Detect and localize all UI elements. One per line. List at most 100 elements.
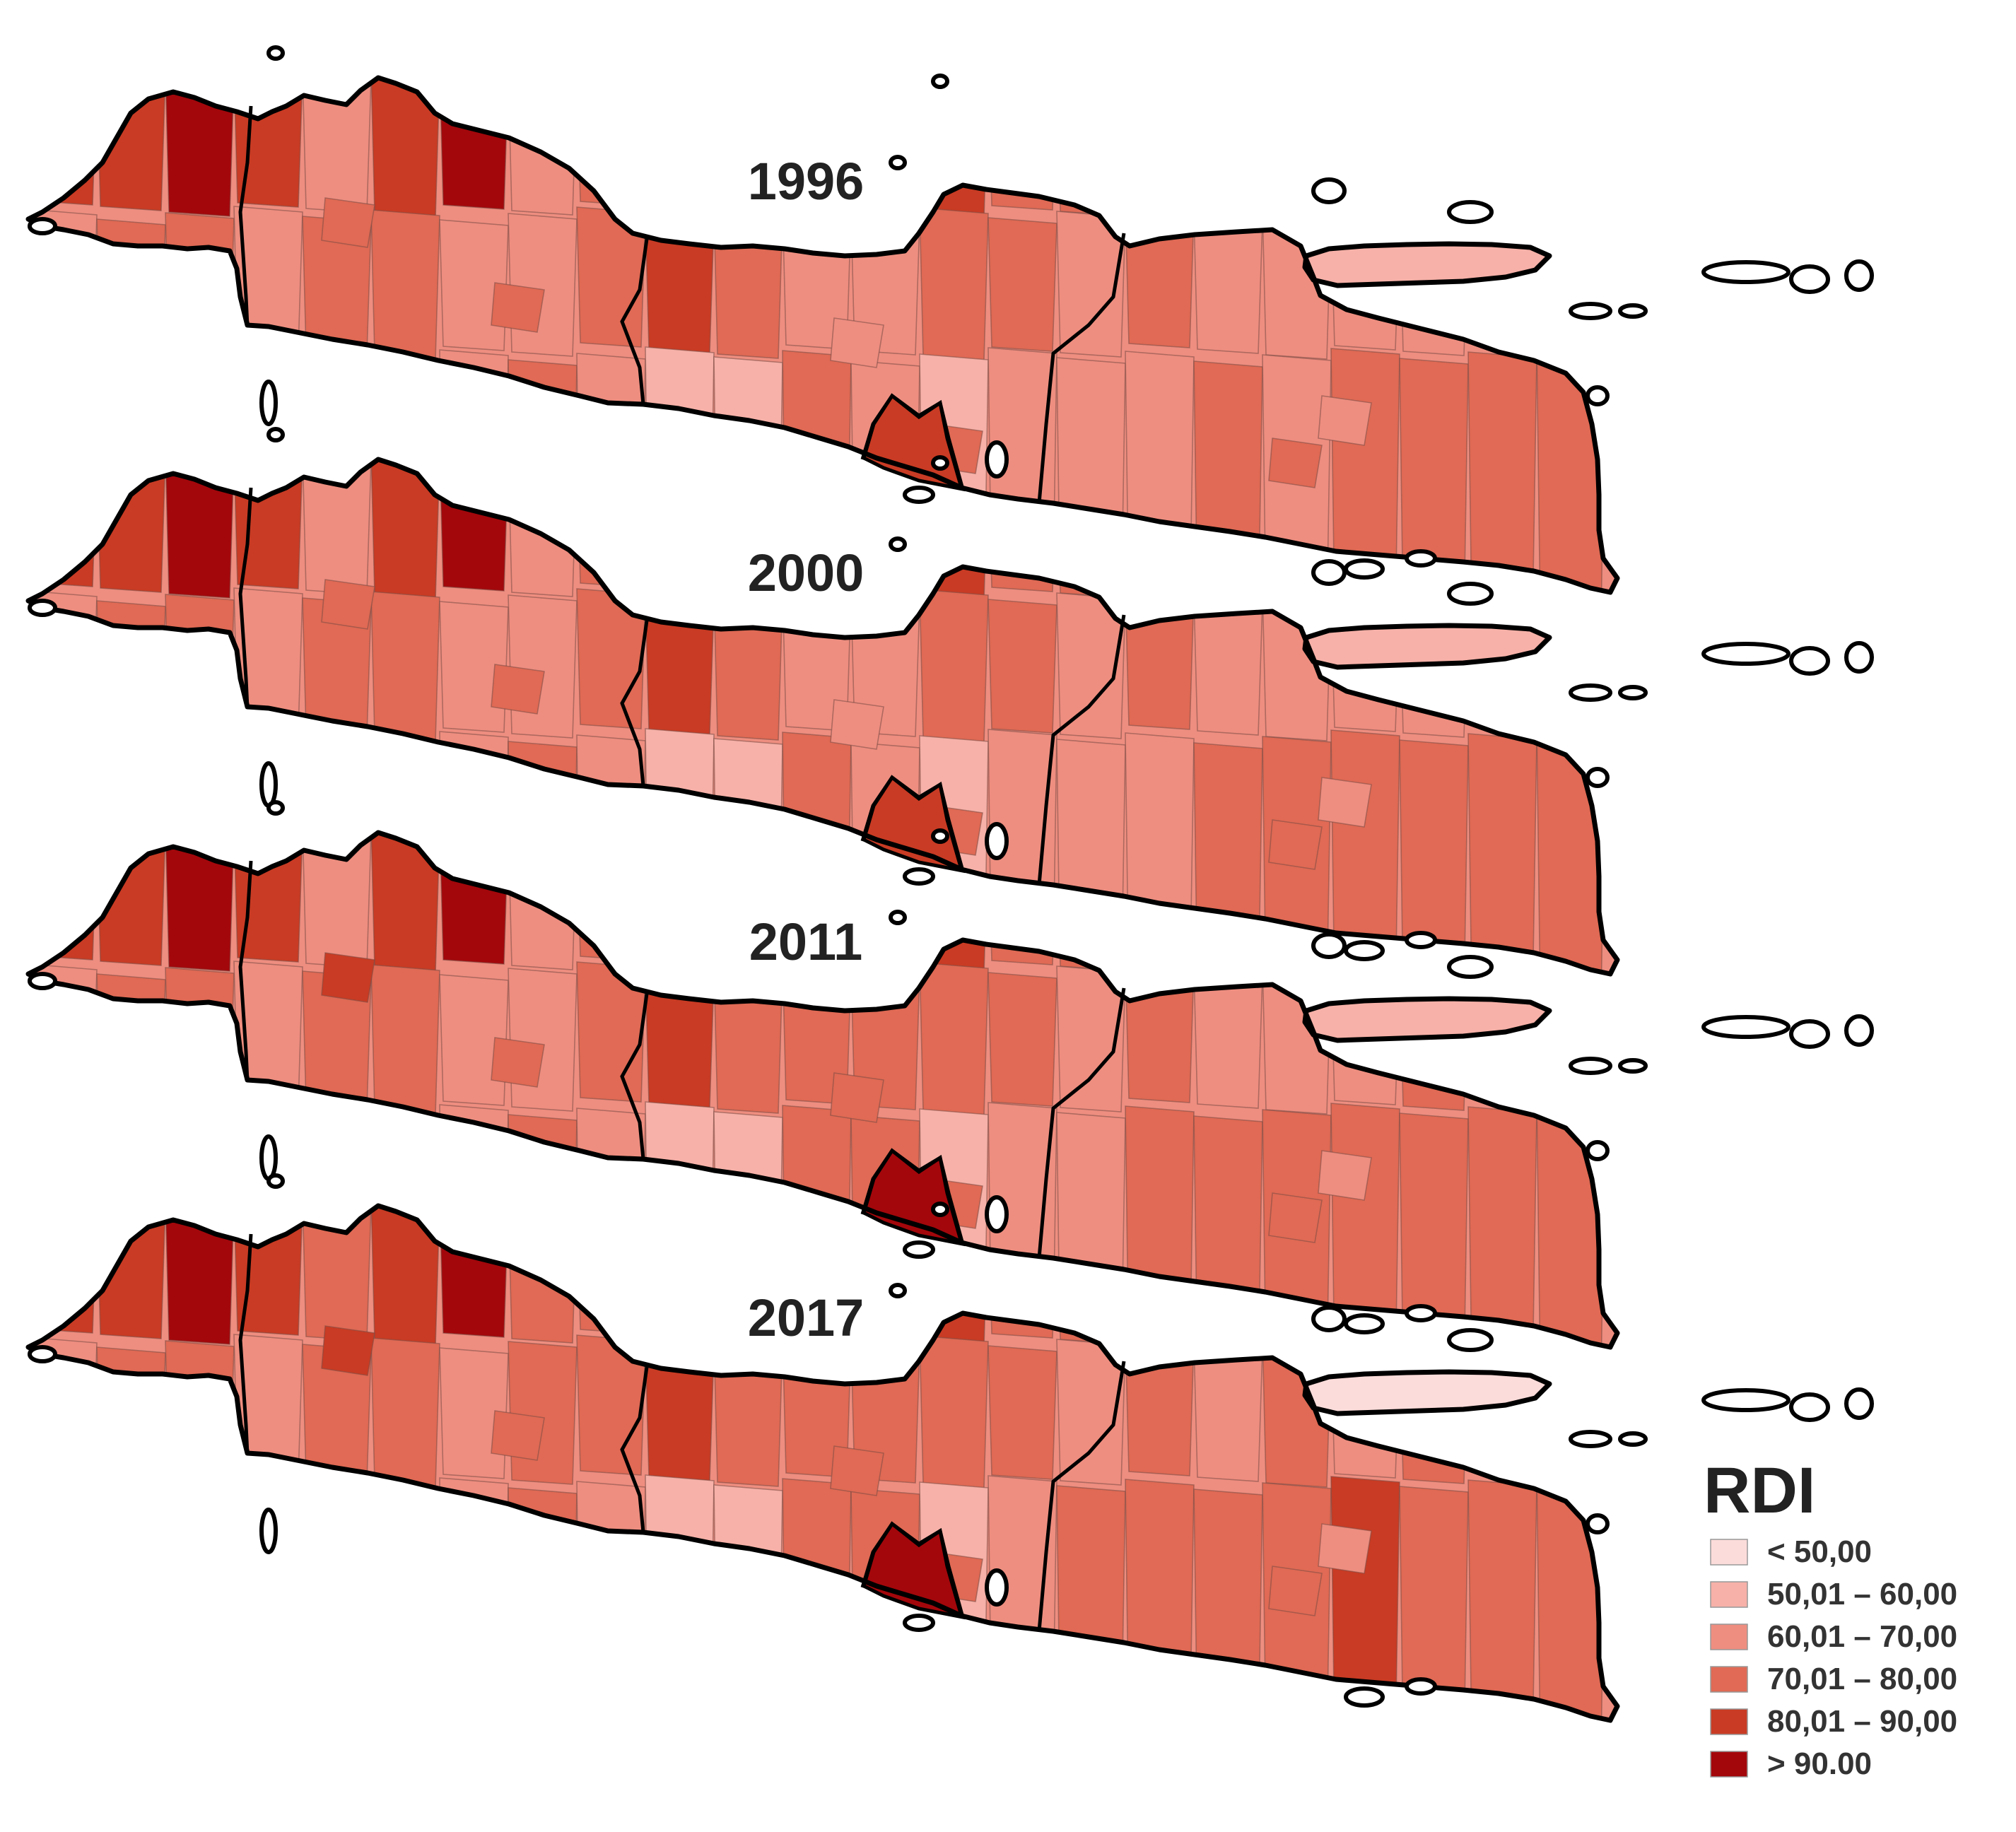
small-island: [1569, 302, 1612, 320]
district-cell: [439, 78, 509, 210]
small-island: [903, 486, 935, 504]
small-island: [1405, 549, 1437, 568]
district-cell: [370, 1206, 440, 1347]
small-island: [1569, 1430, 1612, 1448]
java-coastline: [25, 1203, 1620, 1723]
district-cell: [1268, 1192, 1323, 1243]
small-island: [903, 1240, 935, 1259]
district-cell: [1193, 78, 1263, 213]
small-island: [259, 1508, 278, 1554]
madura-island: [1302, 623, 1552, 670]
district-cell: [321, 1325, 375, 1376]
legend-title: RDI: [1704, 1455, 1815, 1527]
small-island: [1701, 642, 1791, 666]
small-island: [266, 1173, 285, 1189]
district-cell: [1536, 1343, 1606, 1481]
small-island: [1344, 1686, 1385, 1708]
small-island: [1789, 646, 1830, 676]
small-island: [1569, 1057, 1612, 1075]
legend-label: > 90.00: [1767, 1746, 1872, 1781]
small-island: [931, 1202, 949, 1217]
province-boundary: [860, 1521, 963, 1616]
legend-label: 60,01 – 70,00: [1767, 1619, 1957, 1654]
district-cell: [370, 964, 440, 1115]
district-cell: [439, 601, 509, 733]
province-boundary: [238, 860, 253, 1082]
province-boundary: [238, 105, 253, 327]
district-cell: [576, 1334, 646, 1476]
district-cell: [439, 1206, 509, 1338]
small-island: [1405, 1304, 1437, 1322]
small-island: [1447, 200, 1494, 224]
small-island: [28, 599, 57, 617]
district-cell: [302, 1474, 372, 1720]
district-cell: [439, 1347, 509, 1479]
district-cell: [645, 459, 715, 594]
small-island: [985, 1568, 1009, 1607]
small-island: [889, 910, 907, 925]
district-cell: [370, 591, 440, 742]
small-island: [1447, 582, 1494, 606]
province-boundary: [1037, 614, 1126, 886]
small-island: [28, 1345, 57, 1363]
district-cell: [491, 282, 545, 333]
province-boundary: [860, 1148, 963, 1243]
small-island: [931, 828, 949, 844]
small-island: [1789, 1019, 1830, 1049]
district-cell: [28, 78, 98, 206]
small-island: [28, 972, 57, 990]
district-cell: [28, 1483, 98, 1720]
district-cell: [576, 1481, 646, 1720]
district-cell: [645, 1474, 715, 1720]
small-island: [1311, 932, 1347, 959]
district-cell: [491, 1410, 545, 1461]
district-cell: [645, 346, 715, 592]
district-cell: [645, 78, 715, 212]
district-cell: [96, 833, 166, 966]
district-cell: [508, 213, 578, 357]
district-cell: [830, 1072, 884, 1123]
district-cell: [491, 1037, 545, 1088]
district-cell: [1193, 742, 1263, 974]
district-cell: [645, 833, 715, 967]
district-cell: [439, 459, 509, 592]
district-cell: [1536, 970, 1606, 1108]
district-cell: [1262, 736, 1332, 974]
district-cell: [1125, 959, 1195, 1103]
district-cell: [28, 459, 98, 587]
district-cell: [713, 1484, 783, 1720]
small-island: [266, 45, 285, 61]
district-cell: [919, 78, 989, 220]
small-island: [931, 74, 949, 89]
district-cell: [1056, 1485, 1126, 1720]
district-cell: [1125, 732, 1195, 974]
small-island: [1844, 641, 1874, 674]
district-cell: [1125, 1479, 1195, 1720]
madura-island: [1302, 1369, 1552, 1416]
district-cell: [1330, 1103, 1400, 1347]
district-cell: [1268, 819, 1323, 870]
district-cell: [96, 1206, 166, 1339]
district-cell: [165, 1340, 235, 1486]
district-cell: [1125, 586, 1195, 730]
district-cell: [1268, 1566, 1323, 1616]
district-cell: [1125, 78, 1195, 207]
district-cell: [1056, 78, 1126, 216]
district-cell: [508, 1341, 578, 1485]
small-island: [985, 440, 1009, 478]
province-boundary: [620, 238, 649, 405]
java-coastline: [25, 75, 1620, 595]
district-cell: [165, 1486, 235, 1720]
district-cell: [1536, 78, 1606, 211]
district-cell: [1193, 1488, 1263, 1720]
province-boundary: [1037, 987, 1126, 1259]
district-cell: [1125, 1105, 1195, 1347]
district-cell: [713, 592, 783, 741]
small-island: [1618, 685, 1648, 700]
small-island: [1618, 303, 1648, 319]
district-cell: [321, 579, 375, 630]
district-cell: [28, 833, 98, 961]
small-island: [259, 1134, 278, 1181]
district-cell: [830, 317, 884, 368]
